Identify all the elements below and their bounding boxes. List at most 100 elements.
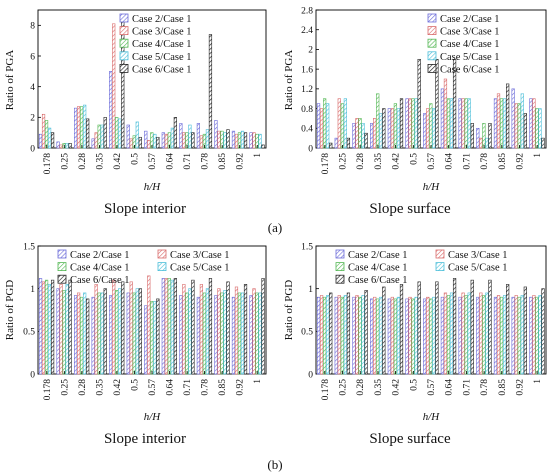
legend-swatch xyxy=(427,13,437,23)
x-tick-label: 0.85 xyxy=(498,153,508,170)
bar xyxy=(432,108,436,149)
legend-label: Case 2/Case 1 xyxy=(132,14,192,25)
y-tick-label: 2 xyxy=(308,46,313,56)
x-tick-label: 0.71 xyxy=(183,153,193,170)
legend-label: Case 5/Case 1 xyxy=(448,263,508,274)
bar xyxy=(112,279,116,375)
bar xyxy=(417,281,421,375)
bar xyxy=(496,295,501,375)
legend-swatch xyxy=(57,274,67,284)
x-tick-label: 0.28 xyxy=(78,153,88,170)
x-tick-label: 0.57 xyxy=(148,379,158,396)
bar xyxy=(373,296,377,375)
bar xyxy=(135,288,139,375)
bar xyxy=(496,93,501,149)
chart-pga-slope-interior: 0 2 4 6 8 0.178 0.25 0.28 0.35 0.42 0.5 0.57 0.64 0.7… xyxy=(4,9,267,217)
y-tick-label: 1.2 xyxy=(301,85,313,95)
bar xyxy=(452,58,457,149)
y-tick-label: 0 xyxy=(30,144,35,154)
x-tick-label: 0.92 xyxy=(515,379,525,396)
bar xyxy=(523,113,527,149)
legend-label: Case 6/Case 1 xyxy=(70,275,130,286)
bar xyxy=(50,279,55,375)
bar xyxy=(223,132,227,149)
bar xyxy=(493,296,498,375)
y-tick-label: 1.6 xyxy=(301,65,313,75)
y-tick-label: 0.5 xyxy=(23,328,35,338)
x-axis-label: h/H xyxy=(144,411,162,423)
x-axis-label: h/H xyxy=(144,181,162,193)
bar xyxy=(343,98,347,149)
bar xyxy=(121,281,125,375)
x-tick-label: 0.178 xyxy=(321,153,331,175)
x-axis-label: h/H xyxy=(423,181,441,193)
bar xyxy=(258,133,262,149)
bar xyxy=(482,123,486,149)
bar xyxy=(118,288,122,375)
bar xyxy=(80,296,84,375)
bar xyxy=(426,296,430,375)
bar xyxy=(352,123,356,149)
bar xyxy=(182,132,186,149)
bar xyxy=(196,296,200,375)
bar xyxy=(393,298,398,375)
legend-swatch xyxy=(435,262,445,272)
bar xyxy=(506,284,510,375)
bar xyxy=(59,144,63,149)
legend-label: Case 5/Case 1 xyxy=(170,263,230,274)
bar xyxy=(329,142,333,149)
bar xyxy=(249,132,253,149)
x-tick-label: 0.71 xyxy=(462,153,472,170)
bar xyxy=(538,295,542,375)
bar xyxy=(214,295,218,375)
legend-swatch xyxy=(335,274,345,284)
bar xyxy=(387,108,391,149)
bar xyxy=(411,98,415,149)
bar xyxy=(164,278,168,375)
bar xyxy=(396,108,401,149)
bar xyxy=(502,295,507,375)
bar xyxy=(47,127,52,149)
y-axis-label: Ratio of PGD xyxy=(283,280,295,341)
x-tick-label: 0.85 xyxy=(498,379,508,396)
bar xyxy=(44,279,49,375)
y-tick-label: 2 xyxy=(30,114,35,124)
bar xyxy=(414,98,418,149)
x-tick-label: 0.42 xyxy=(392,153,402,170)
bar xyxy=(538,108,542,149)
bar xyxy=(205,288,210,375)
x-tick-label: 0.92 xyxy=(236,379,246,396)
bar xyxy=(506,83,510,149)
bar xyxy=(488,123,492,149)
legend-swatch xyxy=(157,262,167,272)
bar xyxy=(452,278,457,375)
bar xyxy=(346,137,351,149)
bar xyxy=(261,278,265,375)
bar xyxy=(100,292,104,375)
bar xyxy=(364,290,368,375)
bar xyxy=(220,292,224,375)
bar xyxy=(405,298,409,375)
bar xyxy=(435,281,439,375)
bar xyxy=(535,108,539,149)
legend-label: Case 5/Case 1 xyxy=(132,52,192,63)
y-tick-label: 8 xyxy=(30,22,35,32)
bar xyxy=(435,58,439,149)
bar xyxy=(156,298,160,375)
bar xyxy=(370,298,374,375)
bar xyxy=(476,296,480,375)
panel-label-a: (a) xyxy=(268,220,282,235)
bar xyxy=(156,136,160,149)
bar xyxy=(153,301,157,375)
legend-label: Case 4/Case 1 xyxy=(70,263,130,274)
x-tick-label: 1 xyxy=(533,153,543,158)
bar xyxy=(86,118,90,149)
chart-pga-slope-surface: 0 0.4 0.8 1.2 1.6 2 2.4 2.8 0.178 0.25 0.28 0.35 0.4… xyxy=(283,6,547,217)
bar xyxy=(316,103,321,149)
bar xyxy=(485,292,489,375)
bar xyxy=(150,301,154,375)
legend-label: Case 6/Case 1 xyxy=(132,64,192,75)
bar xyxy=(358,296,362,375)
x-tick-label: 0.78 xyxy=(480,379,490,396)
